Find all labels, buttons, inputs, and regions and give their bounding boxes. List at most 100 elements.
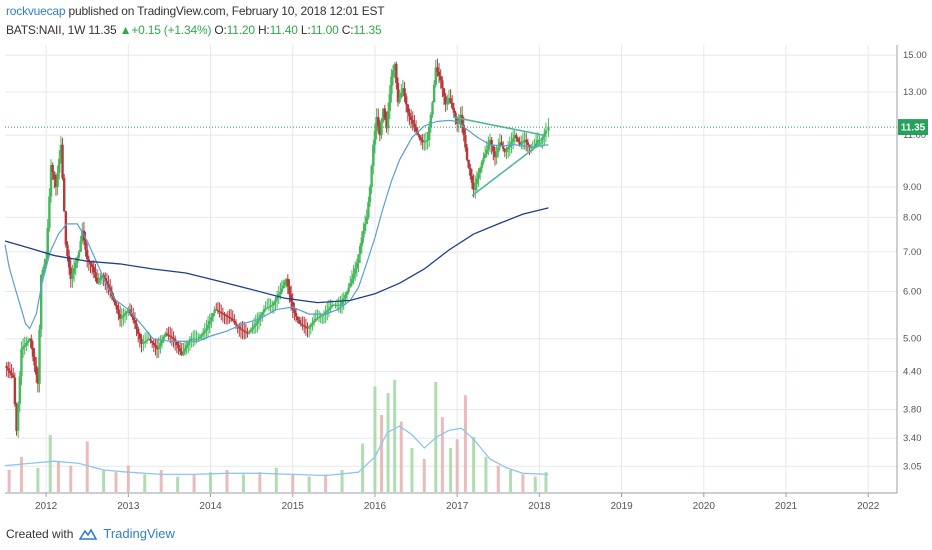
volume-bar [159, 470, 163, 492]
candle-body [334, 304, 337, 306]
y-tick-label: 7.00 [903, 247, 922, 258]
candle-body [528, 144, 531, 148]
candle-body [434, 67, 437, 85]
x-tick-label: 2020 [693, 501, 716, 512]
x-tick-label: 2022 [857, 501, 880, 512]
x-tick-label: 2016 [364, 501, 387, 512]
high-label: H: [257, 23, 270, 37]
candle-body [467, 159, 470, 168]
candle-body [16, 403, 20, 431]
candle-body [49, 164, 53, 197]
candle-body [541, 136, 544, 140]
candle-body [122, 315, 125, 317]
candle-body [324, 312, 327, 315]
candle-body [200, 334, 203, 337]
candle-body [506, 147, 510, 150]
candle-body [167, 334, 170, 336]
last-price-badge [898, 119, 928, 136]
candle-body [304, 326, 308, 328]
candle-body [511, 138, 515, 142]
candle-body [72, 268, 76, 274]
candle-body [316, 317, 319, 319]
candle-body [140, 338, 143, 344]
candle-body [254, 323, 257, 326]
candle-body [118, 314, 122, 319]
volume-bar [143, 474, 147, 492]
candle-body [262, 309, 266, 313]
candle-body [71, 273, 74, 280]
candle-body [206, 324, 210, 329]
candle-body [51, 164, 54, 173]
trendline-1[interactable] [452, 116, 544, 136]
candle-body [441, 80, 444, 89]
volume-bar [399, 421, 403, 492]
volume-bar [56, 461, 60, 492]
tradingview-brand[interactable]: TradingView [103, 526, 175, 541]
candle-body [390, 76, 393, 94]
candle-body [7, 368, 10, 371]
x-tick-label: 2012 [35, 501, 58, 512]
candle-body [326, 310, 329, 313]
candle-body [538, 139, 541, 141]
candle-body [332, 304, 336, 306]
created-with-text: Created with [6, 526, 74, 541]
candle-body [256, 320, 259, 324]
candle-body [125, 311, 128, 314]
candle-body [67, 256, 71, 268]
candle-body [536, 139, 539, 144]
volume-bar [114, 472, 118, 492]
candle-body [61, 144, 64, 179]
candle-body [413, 123, 416, 128]
candle-body [493, 151, 497, 158]
candle-body [135, 323, 138, 329]
volume-bar [69, 465, 73, 492]
candle-body [398, 97, 401, 103]
candle-body [132, 316, 135, 321]
candle-body [10, 372, 13, 376]
candle-body [515, 135, 518, 139]
volume-bar [373, 386, 377, 492]
candle-body [283, 282, 286, 286]
candle-body [414, 127, 418, 132]
volume-bar [48, 434, 52, 492]
candle-body [492, 145, 495, 152]
candle-body [355, 263, 359, 269]
trendline-2[interactable] [471, 140, 544, 197]
candle-body [340, 301, 344, 305]
candle-body [464, 135, 467, 148]
candle-body [279, 291, 282, 295]
y-tick-label: 3.80 [903, 405, 922, 416]
candle-body [220, 312, 223, 314]
volume-bar [449, 448, 453, 492]
candle-body [314, 318, 317, 321]
candle-body [385, 118, 388, 129]
candle-body [317, 316, 321, 318]
candle-body [54, 179, 58, 187]
author-link[interactable]: rockvuecap [6, 4, 66, 18]
y-tick-label: 5.00 [903, 334, 922, 345]
candle-body [216, 310, 220, 312]
candle-body [155, 347, 159, 350]
volume-bar [380, 415, 384, 492]
candle-body [378, 126, 382, 136]
candle-body [165, 333, 169, 335]
candle-body [239, 328, 243, 330]
candle-body [203, 330, 206, 333]
candle-body [46, 227, 49, 260]
candle-body [428, 127, 431, 140]
candle-body [307, 326, 311, 329]
candle-body [241, 329, 244, 331]
candle-body [221, 313, 225, 315]
low-label: L: [300, 23, 311, 37]
publish-info: rockvuecap published on TradingView.com,… [6, 4, 385, 18]
candle-body [172, 337, 175, 339]
symbol-label: BATS:NAII, 1W [6, 23, 86, 37]
candle-body [525, 139, 528, 143]
change-value: +0.15 (+1.34%) [131, 23, 212, 37]
candle-body [183, 348, 187, 352]
candle-body [130, 312, 133, 317]
y-tick-label: 11.00 [903, 130, 926, 141]
candle-body [74, 262, 77, 269]
candle-body [269, 305, 272, 307]
